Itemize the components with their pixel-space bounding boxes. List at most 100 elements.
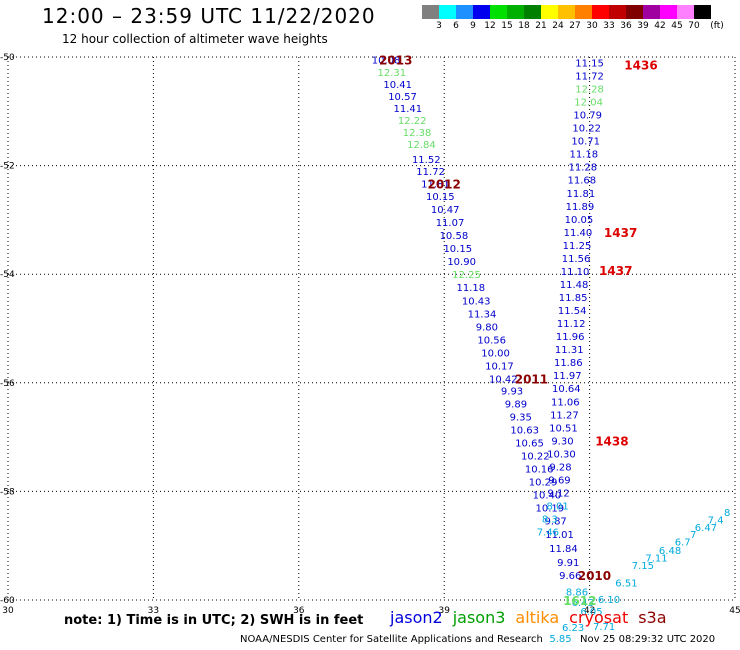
color-scale-swatch: [609, 5, 626, 19]
wave-height-value: 10.05: [565, 215, 594, 226]
wave-height-value: 6.7: [675, 537, 691, 548]
wave-height-value: 10.00: [481, 348, 510, 359]
legend-item-s3a: s3a: [638, 608, 667, 627]
x-tick-label: 39: [438, 606, 450, 616]
wave-height-value: 11.18: [457, 283, 486, 294]
wave-height-value: 10.56: [477, 335, 506, 346]
wave-height-value: 10.30: [547, 449, 576, 460]
color-scale-swatch: [575, 5, 592, 19]
color-scale-label: 42: [654, 21, 666, 31]
wave-height-value: 11.68: [568, 176, 597, 187]
color-scale-label: 12: [484, 21, 496, 31]
wave-height-value: 11.72: [416, 167, 445, 178]
wave-height-value: 11.15: [575, 58, 604, 69]
x-tick-label: 36: [293, 606, 305, 616]
y-tick-label: -54: [0, 270, 15, 280]
footer-note: note: 1) Time is in UTC; 2) SWH is in fe…: [64, 613, 364, 628]
color-scale-swatch: [694, 5, 711, 19]
pass-time-label: 1437: [604, 226, 637, 240]
color-scale-swatch: [473, 5, 490, 19]
color-scale-label: 9: [470, 21, 476, 31]
wave-height-value: 11.56: [562, 254, 591, 265]
wave-height-value: 12.28: [575, 84, 604, 95]
wave-height-value: 10.64: [552, 384, 581, 395]
wave-height-value: 7: [690, 530, 696, 541]
wave-height-value: 11.89: [566, 202, 595, 213]
color-scale-label: 15: [501, 21, 513, 31]
wave-height-value: 10.40: [533, 491, 562, 502]
color-scale-swatch: [507, 5, 524, 19]
wave-height-value: 10.17: [485, 361, 514, 372]
satellite-legend: jason2 jason3 altika cryosat s3a: [390, 608, 677, 627]
wave-height-value: 5.85: [549, 634, 571, 645]
wave-height-value: 6.23: [562, 623, 584, 634]
wave-height-value: 12.84: [407, 140, 436, 151]
wave-height-value: 9.91: [557, 558, 579, 569]
wave-height-value: 11.40: [564, 228, 593, 239]
wave-height-value: 10.22: [521, 452, 550, 463]
wave-height-value: 6.43: [572, 598, 594, 609]
color-scale-swatch: [524, 5, 541, 19]
wave-height-value: 9.12: [547, 488, 569, 499]
wave-height-value: 9.28: [549, 462, 571, 473]
wave-height-value: 10.63: [510, 425, 539, 436]
wave-height-value: 11.34: [468, 309, 497, 320]
wave-height-value: 8: [724, 508, 730, 519]
wave-height-value: 6.48: [659, 546, 681, 557]
wave-height-value: 9.69: [548, 475, 570, 486]
wave-height-value: 10.08: [372, 56, 401, 67]
chart-title: 12:00 – 23:59 UTC 11/22/2020: [42, 4, 376, 28]
color-scale-label: 6: [453, 21, 459, 31]
wave-height-value: 10.51: [549, 423, 578, 434]
color-scale-swatch: [439, 5, 456, 19]
wave-height-value: 6.10: [598, 595, 620, 606]
legend-item-cryosat: cryosat: [569, 608, 629, 627]
wave-height-value: 10.19: [536, 504, 565, 515]
wave-height-value: 10.41: [383, 80, 412, 91]
x-tick-label: 42: [584, 606, 595, 616]
pass-time-label: 1436: [624, 59, 657, 73]
color-scale-swatch: [677, 5, 694, 19]
x-tick-label: 30: [2, 606, 14, 616]
pass-time-label: 2011: [515, 372, 548, 386]
wave-height-value: 11.54: [558, 306, 587, 317]
wave-height-value: 10.90: [447, 257, 476, 268]
chart-subtitle: 12 hour collection of altimeter wave hei…: [62, 32, 328, 46]
pass-time-label: 2010: [578, 569, 611, 583]
wave-height-value: 11.12: [557, 319, 586, 330]
wave-height-value: 11.07: [436, 218, 465, 229]
color-scale-unit: (ft): [710, 21, 724, 31]
wave-height-value: 10.71: [571, 137, 600, 148]
wave-height-value: 11.10: [561, 267, 590, 278]
color-scale-label: 24: [552, 21, 564, 31]
wave-height-value: 7.46: [537, 528, 559, 539]
y-tick-label: -50: [0, 53, 15, 63]
wave-height-value: 7.4: [708, 516, 724, 527]
color-scale-label: 33: [603, 21, 615, 31]
color-scale-label: 18: [518, 21, 530, 31]
color-scale-swatch: [490, 5, 507, 19]
legend-item-jason2: jason2: [390, 608, 443, 627]
wave-height-value: 11.48: [560, 280, 589, 291]
pass-time-label: 2012: [427, 178, 460, 192]
wave-height-value: 7.11: [645, 554, 667, 565]
color-scale-label: 45: [671, 21, 683, 31]
color-scale-swatch: [422, 5, 439, 19]
wave-height-value: 10.47: [431, 205, 460, 216]
wave-height-value: 9.87: [545, 517, 567, 528]
color-scale-swatch: [643, 5, 660, 19]
wave-height-value: 8.01: [546, 502, 568, 513]
color-scale-swatch: [456, 5, 473, 19]
wave-height-value: 10.16: [525, 465, 554, 476]
wave-height-value: 11.96: [556, 332, 585, 343]
wave-height-value: 11.52: [412, 155, 441, 166]
wave-height-value: 11.81: [567, 189, 596, 200]
legend-item-jason3: jason3: [452, 608, 506, 627]
generated-timestamp: Nov 25 08:29:32 UTC 2020: [580, 634, 716, 645]
wave-height-value: 7.71: [593, 622, 615, 633]
wave-height-value: 10.65: [515, 439, 544, 450]
wave-height-value: 10.29: [529, 478, 558, 489]
wave-height-value: 9.89: [505, 399, 527, 410]
wave-height-value: 11.84: [549, 544, 578, 555]
